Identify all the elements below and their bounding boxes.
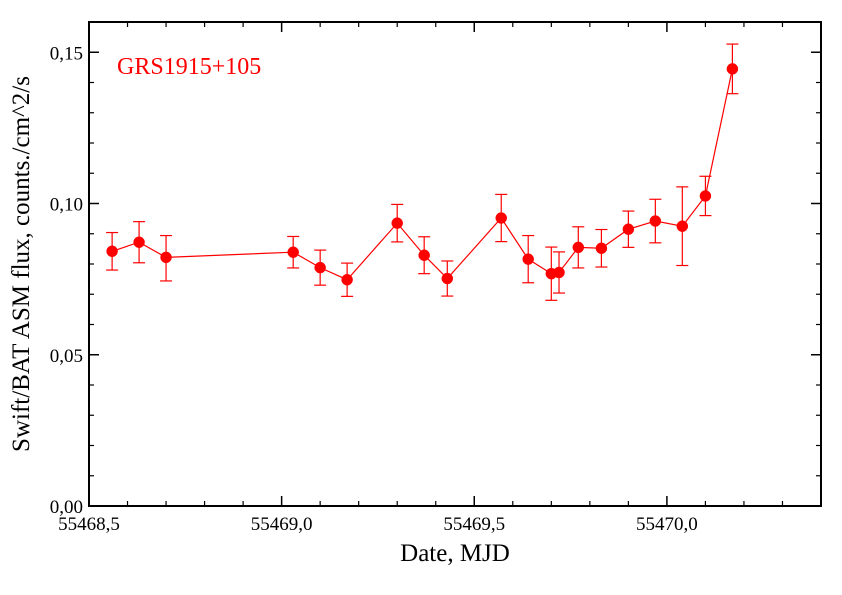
data-point: [595, 242, 608, 255]
data-point: [441, 272, 454, 285]
data-point: [341, 273, 353, 286]
x-tick-label: 55468,5: [58, 514, 120, 535]
tick-labels-layer: 55468,5 55469,0 55469,5 55470,0 0,00 0,05 0,10…: [50, 43, 698, 535]
x-tick-label: 55469,0: [251, 514, 313, 535]
y-axis-label: Swift/BAT ASM flux, counts./cm^2/s: [8, 76, 35, 452]
data-point: [676, 220, 689, 232]
x-tick-label: 55470,0: [636, 514, 698, 535]
y-tick-label: 0,15: [50, 43, 83, 64]
data-point: [287, 246, 299, 258]
data-point: [314, 261, 326, 274]
data-point: [106, 245, 118, 258]
data-point: [495, 212, 507, 224]
data-point: [418, 249, 430, 261]
x-tick-label: 55469,5: [443, 514, 505, 535]
data-point: [522, 253, 534, 265]
series-layer: [106, 43, 739, 301]
y-tick-label: 0,10: [50, 195, 83, 216]
data-point: [622, 223, 635, 235]
data-point: [391, 217, 403, 229]
data-point: [649, 215, 662, 227]
data-point: [160, 251, 172, 264]
y-tick-label: 0,05: [50, 346, 83, 367]
data-point: [726, 63, 739, 75]
plot-frame: [88, 21, 822, 507]
data-point: [572, 241, 585, 254]
data-point: [553, 266, 565, 279]
y-tick-label: 0,00: [50, 497, 83, 518]
chart-annotation: GRS1915+105: [117, 54, 261, 80]
x-axis-label: Date, MJD: [400, 540, 510, 567]
data-point: [699, 190, 712, 202]
data-point: [133, 236, 145, 248]
